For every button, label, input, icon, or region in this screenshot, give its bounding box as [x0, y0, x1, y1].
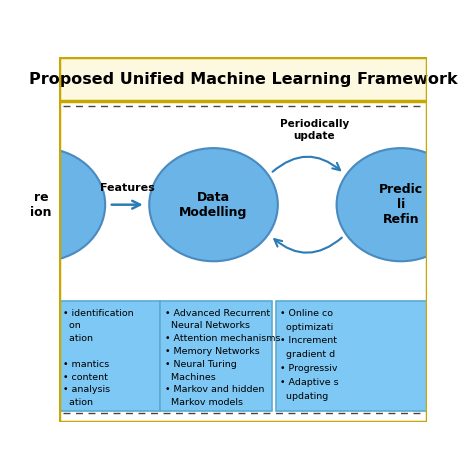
- Text: • Neural Turing: • Neural Turing: [164, 360, 237, 369]
- Text: Periodically
update: Periodically update: [280, 119, 349, 141]
- Text: gradient d: gradient d: [281, 350, 336, 359]
- Text: Machines: Machines: [164, 373, 215, 382]
- FancyBboxPatch shape: [59, 57, 427, 100]
- Text: updating: updating: [281, 392, 328, 401]
- Text: • Attention mechanisms: • Attention mechanisms: [164, 334, 280, 343]
- Text: • analysis: • analysis: [63, 385, 110, 394]
- Text: optimizati: optimizati: [281, 323, 334, 332]
- Text: • Markov and hidden: • Markov and hidden: [164, 385, 264, 394]
- Text: Proposed Unified Machine Learning Framework: Proposed Unified Machine Learning Framew…: [28, 73, 457, 87]
- Ellipse shape: [149, 148, 278, 261]
- Text: • Memory Networks: • Memory Networks: [164, 347, 259, 356]
- Text: Neural Networks: Neural Networks: [164, 321, 250, 330]
- Text: Predic
li
Refin: Predic li Refin: [379, 183, 423, 226]
- Text: • Online co: • Online co: [281, 309, 333, 318]
- Text: • Adaptive s: • Adaptive s: [281, 378, 339, 387]
- Text: • mantics: • mantics: [63, 360, 109, 369]
- Text: Data
Modelling: Data Modelling: [179, 191, 248, 219]
- Text: • content: • content: [63, 373, 108, 382]
- Text: • Increment: • Increment: [281, 337, 337, 346]
- Text: on: on: [63, 321, 81, 330]
- Text: re
ion: re ion: [30, 191, 52, 219]
- FancyBboxPatch shape: [55, 301, 160, 411]
- Text: Features: Features: [100, 183, 155, 193]
- Text: • identification: • identification: [63, 309, 134, 318]
- FancyBboxPatch shape: [160, 301, 272, 411]
- FancyBboxPatch shape: [276, 301, 430, 411]
- Text: ation: ation: [63, 334, 93, 343]
- Ellipse shape: [0, 148, 105, 261]
- Text: • Progressiv: • Progressiv: [281, 364, 338, 373]
- Ellipse shape: [337, 148, 465, 261]
- Text: ation: ation: [63, 398, 93, 407]
- Text: • Advanced Recurrent: • Advanced Recurrent: [164, 309, 270, 318]
- Text: Markov models: Markov models: [164, 398, 243, 407]
